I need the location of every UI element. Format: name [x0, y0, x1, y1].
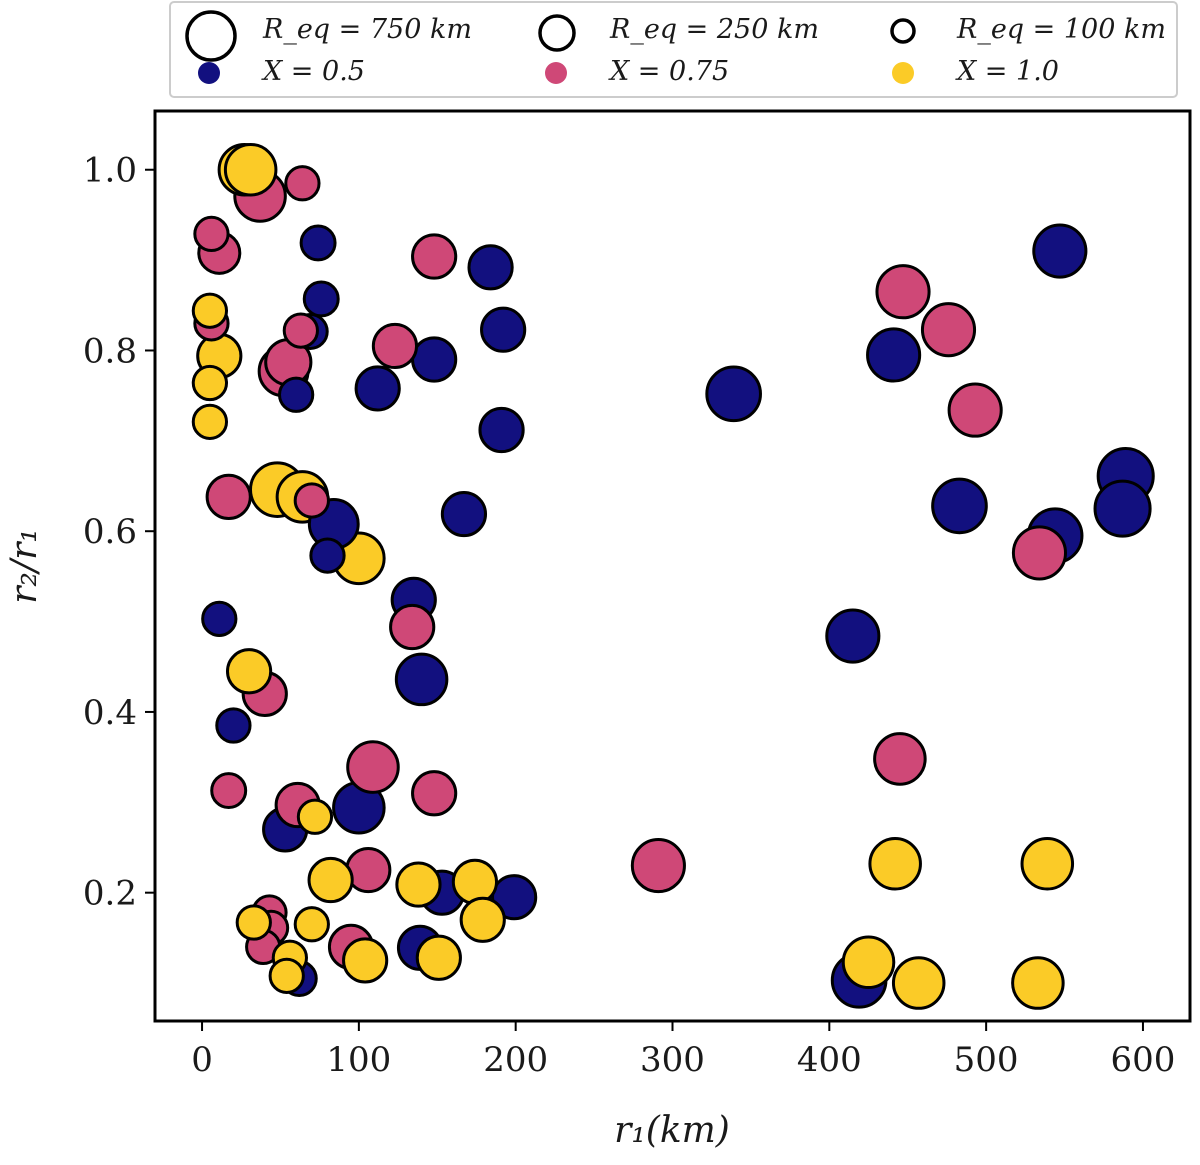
data-point [920, 302, 977, 358]
x-tick-label: 600 [1111, 1040, 1176, 1080]
data-point [705, 365, 762, 423]
data-point [223, 142, 278, 197]
data-point [225, 648, 273, 695]
data-point [235, 904, 272, 941]
data-point [191, 403, 229, 440]
legend-color-label: X = 0.5 [261, 56, 365, 87]
y-axis-label: r₂/r₁ [4, 528, 45, 603]
data-point [411, 233, 458, 280]
data-point [205, 473, 252, 520]
legend-size-label: R_eq = 250 km [609, 14, 819, 45]
legend-color-marker [892, 62, 914, 84]
data-point [215, 707, 252, 744]
data-point [191, 364, 229, 402]
x-axis: 0 100 200 300 400 500 600 [191, 1021, 1175, 1080]
data-point [467, 244, 514, 291]
legend-color-marker [198, 62, 220, 84]
legend-color-marker [545, 62, 567, 84]
data-point [459, 896, 506, 943]
data-point [345, 846, 392, 894]
x-tick-label: 100 [326, 1040, 391, 1080]
legend-color-entry-0.75: X = 0.75 [545, 56, 729, 87]
data-point [268, 957, 305, 994]
legend-color-label: X = 1.0 [955, 56, 1059, 87]
legend-size-entry-750: R_eq = 750 km [185, 10, 472, 62]
legend-size-marker [185, 10, 237, 62]
legend: R_eq = 750 km R_eq = 250 km R_eq = 100 k… [169, 1, 1178, 98]
data-point [478, 406, 525, 454]
x-tick-label: 0 [191, 1040, 213, 1080]
x-axis-label: r₁(km) [614, 1110, 730, 1151]
x-tick-label: 300 [640, 1040, 705, 1080]
data-point [296, 798, 334, 835]
data-point [278, 376, 315, 413]
legend-frame [169, 1, 1178, 98]
data-point [491, 874, 538, 921]
data-point [440, 490, 488, 538]
data-point [480, 306, 527, 353]
y-tick-label: 0.4 [83, 693, 137, 733]
y-axis: 0.2 0.4 0.6 0.8 1.0 [83, 151, 155, 914]
data-point [1032, 223, 1088, 279]
x-tick-label: 200 [483, 1040, 548, 1080]
data-point [191, 292, 229, 329]
legend-color-entry-1.0: X = 1.0 [892, 56, 1059, 87]
data-point [346, 740, 400, 794]
x-tick-label: 400 [797, 1040, 862, 1080]
points-layer [191, 142, 1155, 1010]
legend-size-entry-100: R_eq = 100 km [890, 14, 1166, 45]
data-point [1020, 836, 1075, 891]
data-point [293, 482, 330, 519]
data-point [630, 838, 686, 894]
legend-color-label: X = 0.75 [608, 56, 729, 87]
data-point [868, 836, 922, 891]
data-point [299, 224, 337, 262]
data-point [371, 322, 419, 370]
data-point [1093, 479, 1152, 538]
legend-color-entry-0.5: X = 0.5 [198, 56, 365, 87]
data-point [210, 772, 248, 810]
data-point [891, 956, 946, 1010]
legend-size-marker [538, 14, 576, 52]
y-tick-label: 1.0 [83, 151, 137, 191]
data-point [875, 264, 931, 320]
x-tick-label: 500 [954, 1040, 1019, 1080]
data-point [309, 537, 346, 574]
data-point [284, 165, 321, 202]
data-point [825, 608, 881, 664]
data-point [193, 215, 230, 253]
data-point [873, 732, 927, 786]
y-tick-label: 0.6 [83, 512, 137, 552]
data-point [841, 935, 896, 990]
data-point [1011, 956, 1065, 1010]
data-point [1011, 525, 1068, 581]
data-point [866, 327, 922, 383]
data-point [342, 937, 389, 984]
data-point [947, 382, 1003, 438]
legend-size-entry-250: R_eq = 250 km [538, 14, 819, 52]
data-point [201, 600, 238, 637]
data-point [411, 770, 458, 817]
data-point [394, 652, 449, 707]
data-point [282, 312, 319, 349]
data-point [302, 280, 340, 318]
data-point [354, 365, 401, 412]
data-point [451, 858, 499, 905]
data-point [389, 603, 436, 651]
data-point [411, 336, 458, 383]
legend-size-label: R_eq = 100 km [956, 14, 1166, 45]
data-point [307, 856, 354, 904]
data-point [395, 861, 442, 908]
legend-size-label: R_eq = 750 km [262, 14, 472, 45]
data-point [293, 906, 330, 943]
data-point [931, 477, 988, 535]
legend-size-marker [890, 18, 916, 44]
data-point [415, 934, 462, 981]
y-tick-label: 0.8 [83, 331, 137, 371]
y-tick-label: 0.2 [83, 874, 137, 914]
